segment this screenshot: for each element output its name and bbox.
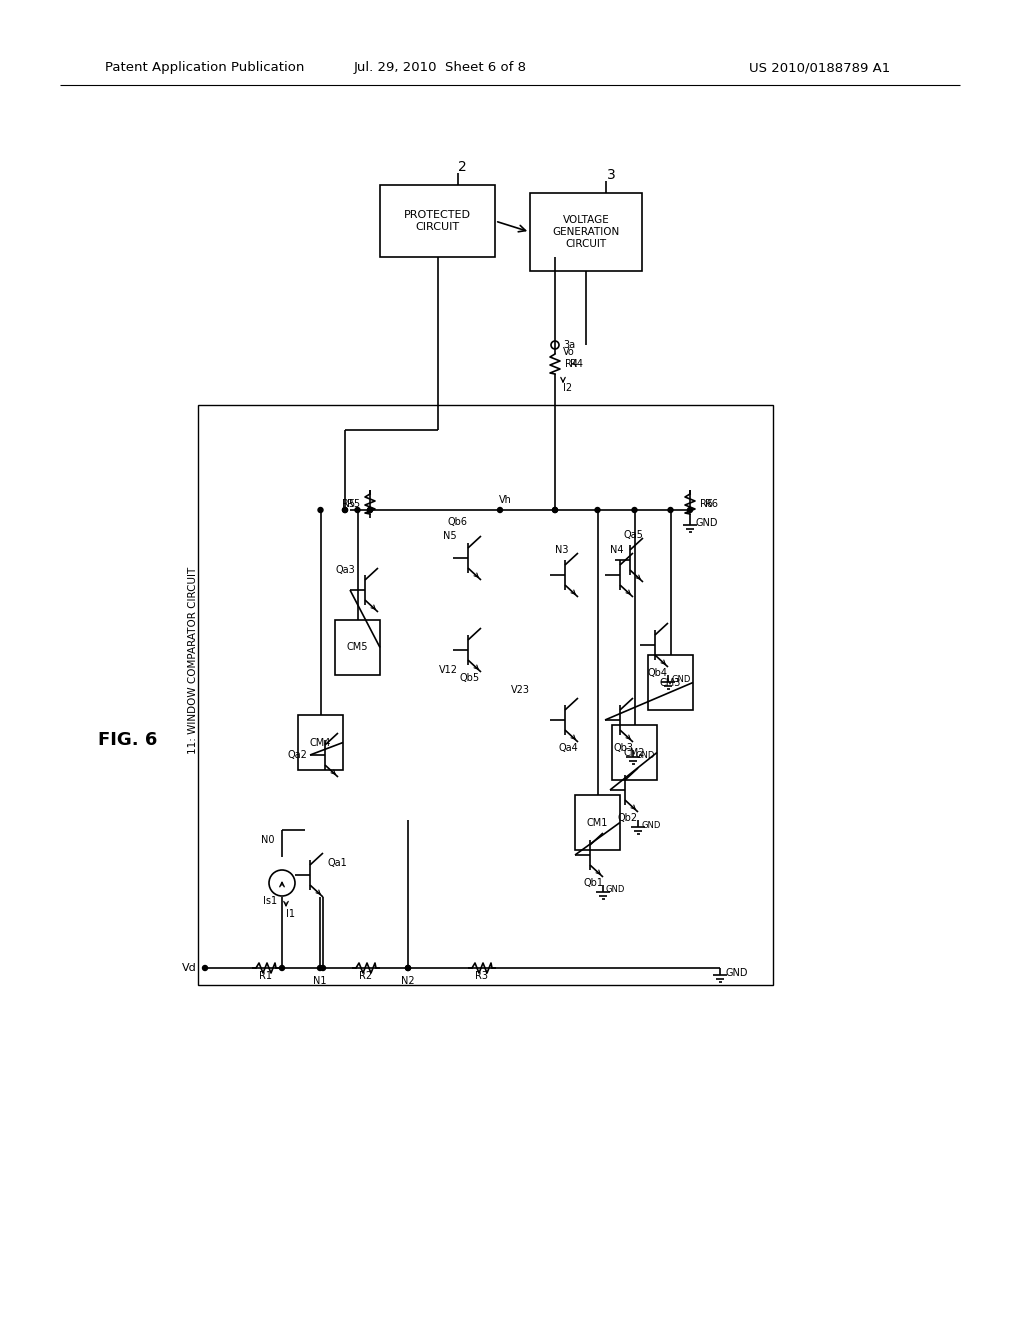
Text: CM4: CM4 bbox=[310, 738, 331, 747]
Text: Qa1: Qa1 bbox=[328, 858, 348, 869]
Text: V23: V23 bbox=[511, 685, 529, 696]
Text: VOLTAGE
GENERATION
CIRCUIT: VOLTAGE GENERATION CIRCUIT bbox=[552, 215, 620, 248]
Text: 11: WINDOW COMPARATOR CIRCUIT: 11: WINDOW COMPARATOR CIRCUIT bbox=[188, 566, 198, 754]
Circle shape bbox=[406, 965, 411, 970]
Text: N0: N0 bbox=[260, 836, 274, 845]
Text: R3: R3 bbox=[475, 972, 488, 981]
Circle shape bbox=[318, 507, 323, 512]
Circle shape bbox=[321, 965, 326, 970]
Text: Qb3: Qb3 bbox=[613, 743, 633, 752]
Circle shape bbox=[342, 507, 347, 512]
Text: Qb2: Qb2 bbox=[617, 813, 638, 822]
Text: PROTECTED
CIRCUIT: PROTECTED CIRCUIT bbox=[404, 210, 471, 232]
Circle shape bbox=[368, 507, 373, 512]
Text: GND: GND bbox=[606, 886, 626, 895]
Circle shape bbox=[368, 507, 373, 512]
Circle shape bbox=[687, 507, 692, 512]
Text: N4: N4 bbox=[610, 545, 624, 554]
Bar bbox=[198, 405, 773, 985]
Circle shape bbox=[317, 965, 323, 970]
Circle shape bbox=[498, 507, 503, 512]
Circle shape bbox=[595, 507, 600, 512]
Text: R4: R4 bbox=[570, 359, 583, 370]
Text: R2: R2 bbox=[359, 972, 373, 981]
Text: GND: GND bbox=[695, 517, 718, 528]
Text: Qb1: Qb1 bbox=[583, 878, 603, 888]
Text: Qa3: Qa3 bbox=[335, 565, 355, 576]
Text: CM1: CM1 bbox=[587, 817, 608, 828]
Text: GND: GND bbox=[725, 968, 748, 978]
Circle shape bbox=[553, 507, 557, 512]
Text: FIG. 6: FIG. 6 bbox=[98, 731, 158, 748]
Circle shape bbox=[355, 507, 360, 512]
Text: Vd: Vd bbox=[182, 964, 197, 973]
Text: GND: GND bbox=[641, 821, 660, 829]
FancyBboxPatch shape bbox=[648, 655, 693, 710]
Text: R1: R1 bbox=[259, 972, 272, 981]
Text: R4: R4 bbox=[565, 359, 578, 370]
Text: R5: R5 bbox=[347, 499, 360, 510]
Text: Vh: Vh bbox=[499, 495, 511, 506]
Text: I2: I2 bbox=[563, 383, 572, 393]
Text: GND: GND bbox=[636, 751, 655, 759]
Text: I1: I1 bbox=[286, 909, 295, 919]
Circle shape bbox=[280, 965, 285, 970]
Text: Vo: Vo bbox=[563, 347, 574, 356]
Text: Qb6: Qb6 bbox=[449, 517, 468, 527]
Text: Patent Application Publication: Patent Application Publication bbox=[105, 62, 304, 74]
Circle shape bbox=[668, 507, 673, 512]
Text: Jul. 29, 2010  Sheet 6 of 8: Jul. 29, 2010 Sheet 6 of 8 bbox=[353, 62, 526, 74]
Text: R6: R6 bbox=[700, 499, 713, 510]
Text: N5: N5 bbox=[443, 531, 457, 541]
Circle shape bbox=[203, 965, 208, 970]
Circle shape bbox=[406, 965, 411, 970]
Text: N2: N2 bbox=[401, 975, 415, 986]
Text: Is1: Is1 bbox=[263, 896, 278, 906]
Text: Qa4: Qa4 bbox=[558, 743, 578, 752]
Text: 3a: 3a bbox=[563, 341, 575, 350]
Text: R5: R5 bbox=[342, 499, 355, 510]
FancyBboxPatch shape bbox=[575, 795, 620, 850]
Text: Qb4: Qb4 bbox=[648, 668, 668, 678]
Text: GND: GND bbox=[671, 676, 690, 685]
FancyBboxPatch shape bbox=[335, 620, 380, 675]
Text: V12: V12 bbox=[438, 665, 458, 675]
Circle shape bbox=[342, 507, 347, 512]
Text: N1: N1 bbox=[313, 975, 327, 986]
Text: R6: R6 bbox=[705, 499, 718, 510]
Text: CM5: CM5 bbox=[347, 643, 369, 652]
Text: 2: 2 bbox=[458, 160, 467, 174]
FancyBboxPatch shape bbox=[612, 725, 657, 780]
Text: CM3: CM3 bbox=[659, 677, 681, 688]
Text: N3: N3 bbox=[555, 545, 568, 554]
Text: CM2: CM2 bbox=[624, 747, 645, 758]
Circle shape bbox=[553, 507, 557, 512]
Text: 3: 3 bbox=[606, 168, 615, 182]
FancyBboxPatch shape bbox=[298, 715, 343, 770]
Text: Qa2: Qa2 bbox=[287, 750, 307, 760]
Text: Qb5: Qb5 bbox=[460, 673, 480, 682]
Text: US 2010/0188789 A1: US 2010/0188789 A1 bbox=[750, 62, 891, 74]
FancyBboxPatch shape bbox=[530, 193, 642, 271]
FancyBboxPatch shape bbox=[380, 185, 495, 257]
Text: Qa5: Qa5 bbox=[623, 531, 643, 540]
Circle shape bbox=[632, 507, 637, 512]
